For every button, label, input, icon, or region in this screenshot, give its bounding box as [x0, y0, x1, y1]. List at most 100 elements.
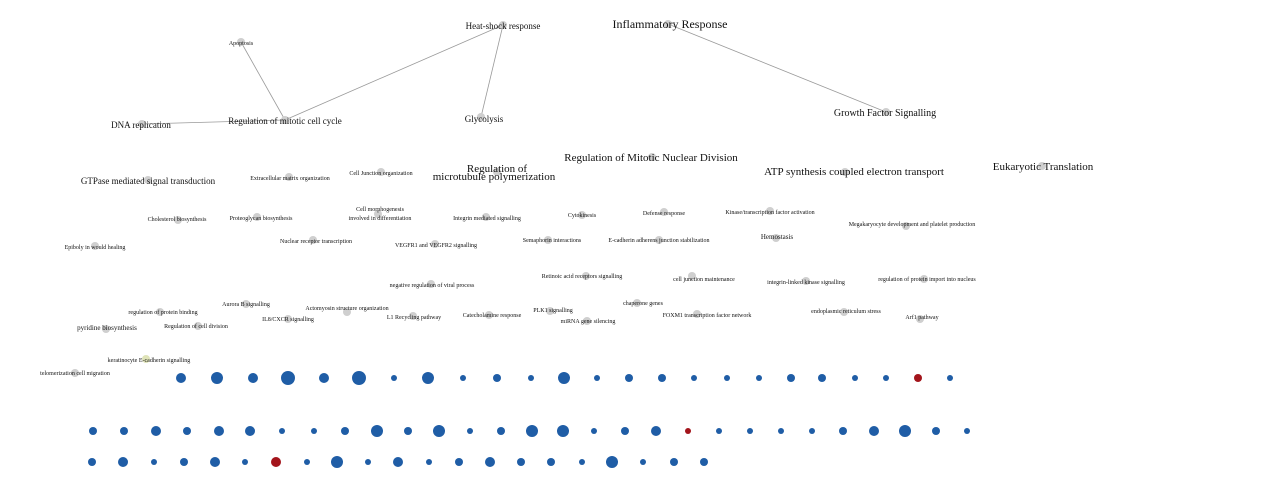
blue-dot-node — [932, 427, 940, 435]
node-label: regulation of protein import into nucleu… — [878, 276, 976, 283]
node-label: microtubule polymerization — [433, 171, 556, 183]
network-node — [377, 168, 385, 176]
blue-dot-node — [214, 426, 224, 436]
blue-dot-node — [528, 375, 534, 381]
network-node — [840, 308, 848, 316]
blue-dot-node — [352, 371, 366, 385]
network-node — [253, 213, 261, 221]
blue-dot-node — [700, 458, 708, 466]
blue-dot-node — [839, 427, 847, 435]
node-label: Cholesterol biosynthesis — [148, 217, 207, 223]
blue-dot-node — [211, 372, 223, 384]
network-node — [242, 300, 250, 308]
blue-dot-node — [852, 375, 858, 381]
network-node — [772, 234, 780, 242]
network-node — [485, 311, 493, 319]
blue-dot-node — [311, 428, 317, 434]
node-label: Eukaryotic Translation — [993, 161, 1094, 173]
node-label: FOXM1 transcription factor network — [663, 312, 752, 319]
network-node — [766, 207, 774, 215]
network-node — [142, 355, 150, 363]
blue-dot-node — [433, 425, 445, 437]
node-label: Growth Factor Signalling — [834, 108, 936, 119]
blue-dot-node — [640, 459, 646, 465]
node-label: PLK1 signalling — [533, 308, 573, 314]
blue-dot-node — [899, 425, 911, 437]
blue-dot-node — [756, 375, 762, 381]
blue-dot-node — [625, 374, 633, 382]
blue-dot-node — [497, 427, 505, 435]
blue-dot-node — [621, 427, 629, 435]
blue-dot-node — [557, 425, 569, 437]
blue-dot-node — [371, 425, 383, 437]
blue-dot-node — [183, 427, 191, 435]
edge-layer — [141, 23, 887, 125]
blue-dot-node — [558, 372, 570, 384]
blue-dot-node — [242, 459, 248, 465]
node-label: Megakaryocyte development and platelet p… — [849, 222, 976, 228]
node-label: Semaphorin interactions — [523, 238, 582, 244]
node-label: Heat-shock response — [466, 21, 541, 31]
blue-dot-node — [778, 428, 784, 434]
blue-dot-node — [964, 428, 970, 434]
network-node — [194, 322, 202, 330]
blue-dot-node — [606, 456, 618, 468]
network-node — [102, 325, 110, 333]
node-label: Cell Junction organization — [349, 171, 412, 177]
node-label: Apoptosis — [229, 41, 254, 47]
blue-dot-node — [89, 427, 97, 435]
blue-dot-node — [579, 459, 585, 465]
network-node — [841, 168, 849, 176]
node-label: Epiboly in would healing — [65, 245, 126, 251]
network-node — [144, 176, 152, 184]
blue-dot-node — [547, 458, 555, 466]
node-label: Extracellular matrix organization — [250, 176, 330, 182]
node-label: Retinoic acid receptors signalling — [542, 274, 622, 280]
blue-dot-node — [120, 427, 128, 435]
blue-dot-node — [809, 428, 815, 434]
network-node — [409, 312, 417, 320]
blue-dot-node — [365, 459, 371, 465]
blue-dot-node — [245, 426, 255, 436]
node-label: keratinocyte E-cadherin signalling — [108, 358, 191, 364]
blue-dot-node — [210, 457, 220, 467]
blue-dot-node — [691, 375, 697, 381]
network-node — [655, 236, 663, 244]
blue-dot-node — [404, 427, 412, 435]
node-label: Regulation of cell division — [164, 323, 228, 330]
blue-dot-node — [467, 428, 473, 434]
network-node — [882, 108, 890, 116]
blue-dot-node — [594, 375, 600, 381]
blue-dot-node — [517, 458, 525, 466]
network-node — [91, 242, 99, 250]
network-node — [546, 307, 554, 315]
blue-dot-node — [818, 374, 826, 382]
node-label: Glycolysis — [465, 114, 504, 124]
node-label: Kinase/transcription factor activation — [725, 209, 814, 216]
node-label: involved in differentiation — [349, 215, 412, 222]
blue-dot-node — [304, 459, 310, 465]
network-edge — [240, 41, 286, 121]
blue-dot-node — [319, 373, 329, 383]
blue-dot-node — [947, 375, 953, 381]
blue-dot-node — [422, 372, 434, 384]
node-label: Arf1 pathway — [905, 314, 938, 321]
node-label: Nuclear receptor transcription — [280, 239, 352, 245]
network-node — [343, 308, 351, 316]
node-label: Hemostasis — [761, 233, 794, 241]
network-node — [237, 38, 245, 46]
node-label: E-cadherin adherens junction stabilizati… — [608, 238, 709, 244]
node-label: negative regulation of viral process — [390, 282, 475, 289]
node-label: telomerization cell migration — [40, 371, 110, 377]
network-node — [916, 315, 924, 323]
node-label: GTPase mediated signal transduction — [81, 176, 216, 186]
blue-dot-node — [869, 426, 879, 436]
network-edge — [480, 24, 504, 118]
node-label: DNA replication — [111, 120, 171, 130]
blue-dot-node — [591, 428, 597, 434]
network-node — [374, 210, 382, 218]
node-label: Cell morphogenesis — [356, 207, 404, 213]
node-label: endoplasmic reticulum stress — [811, 309, 881, 315]
label-layer: Apoptosis Heat-shock response Inflammatory… — [40, 17, 1094, 377]
